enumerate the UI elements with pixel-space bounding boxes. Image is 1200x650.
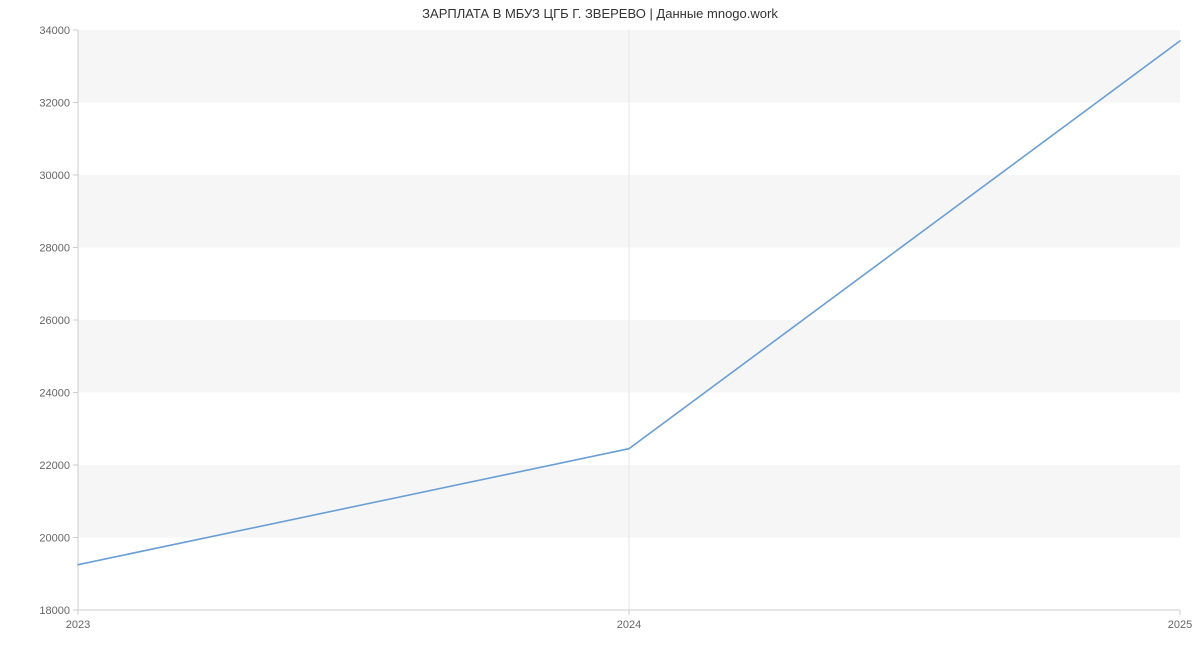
svg-text:30000: 30000 [39,170,70,182]
svg-text:34000: 34000 [39,25,70,37]
svg-text:28000: 28000 [39,243,70,255]
svg-text:24000: 24000 [39,388,70,400]
svg-text:32000: 32000 [39,98,70,110]
svg-text:22000: 22000 [39,460,70,472]
chart-svg: 18000 20000 22000 24000 26000 28000 30000 32000… [0,0,1200,650]
salary-line-chart: ЗАРПЛАТА В МБУЗ ЦГБ Г. ЗВЕРЕВО | Данные … [0,0,1200,650]
svg-text:26000: 26000 [39,315,70,327]
svg-text:2025: 2025 [1168,619,1192,631]
svg-text:2023: 2023 [66,619,90,631]
svg-text:20000: 20000 [39,533,70,545]
svg-text:18000: 18000 [39,605,70,617]
svg-text:2024: 2024 [617,619,641,631]
chart-title: ЗАРПЛАТА В МБУЗ ЦГБ Г. ЗВЕРЕВО | Данные … [0,6,1200,21]
